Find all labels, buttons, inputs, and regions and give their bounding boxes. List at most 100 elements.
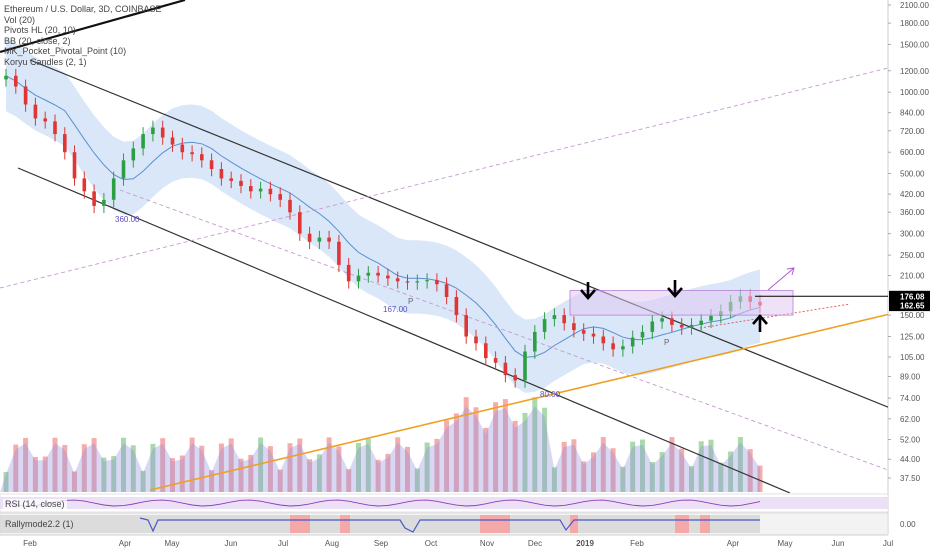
volume-bar	[698, 441, 704, 492]
up-arrow-icon	[752, 314, 768, 332]
volume-bar	[140, 470, 146, 492]
volume-bar	[150, 443, 156, 492]
y-tick-label: 2100.00	[900, 1, 929, 10]
price-axis[interactable]: 2100.00 1800.00 1500.00 1200.00 1000.00 840.0…	[888, 1, 930, 529]
volume-bar	[375, 459, 381, 492]
volume-bar	[52, 437, 58, 492]
time-axis-bg	[0, 535, 932, 550]
x-tick-label: May	[777, 539, 792, 548]
candle-body	[23, 86, 28, 105]
candle-body	[151, 127, 155, 135]
volume-bar	[130, 445, 136, 492]
volume-bar	[395, 437, 401, 492]
y-tick-label: 105.00	[900, 353, 925, 362]
candle-body	[699, 320, 703, 325]
candle-body	[562, 315, 566, 324]
volume-bar	[444, 420, 450, 492]
rsi-line	[5, 499, 761, 507]
candle-body	[249, 186, 253, 192]
volume-bar	[640, 439, 645, 492]
price-tag	[889, 290, 930, 302]
volume-bar	[23, 437, 29, 492]
volume-bar	[121, 437, 126, 492]
candle-body	[180, 144, 185, 153]
x-tick-label: Jul	[883, 539, 893, 548]
candle-body	[376, 272, 380, 276]
y-tick-label: 840.00	[900, 109, 925, 118]
candle-body	[170, 137, 175, 145]
chart-legend: Ethereum / U.S. Dollar, 3D, COINBASE Vol…	[4, 4, 162, 68]
candle-body	[670, 318, 674, 325]
candle-body	[660, 318, 664, 322]
candle-body	[405, 281, 410, 283]
volume-bar	[356, 442, 361, 492]
volume-bar	[218, 443, 224, 492]
candle-body	[601, 336, 606, 344]
rally-bg	[0, 515, 760, 533]
volume-bar	[81, 444, 87, 492]
legend-item-vol[interactable]: Vol (20)	[4, 14, 36, 25]
volume-bar	[258, 437, 264, 492]
candle-body	[268, 188, 273, 195]
rally-tick-label: 0.00	[900, 520, 916, 529]
volume-bar	[170, 458, 175, 492]
volume-bar	[493, 402, 499, 492]
mid-dashed-line	[119, 189, 888, 471]
x-tick-label: Feb	[630, 539, 644, 548]
candle-body	[425, 280, 429, 282]
annotation-label: 360.00	[115, 215, 140, 224]
y-tick-label: 52.00	[900, 436, 921, 445]
candle-body	[611, 343, 615, 350]
volume-bar	[199, 445, 205, 492]
candle-body	[190, 152, 194, 155]
rsi-label[interactable]: RSI (14, close)	[3, 499, 67, 509]
candle-body	[709, 315, 713, 321]
candle-body	[337, 241, 341, 265]
annotations: 360.00 167.00 80.00 P P	[115, 215, 888, 399]
candle-body	[523, 351, 527, 381]
trend-lines	[0, 0, 888, 493]
x-tick-label: Apr	[727, 539, 740, 548]
volume-bar	[649, 462, 655, 492]
volume-bar	[228, 438, 234, 492]
channel-upper-line	[29, 59, 888, 408]
time-axis[interactable]: Feb Apr May Jun Jul Aug Sep Oct Nov Dec 2019 Feb Apr…	[0, 534, 932, 550]
legend-item-pivots[interactable]: Pivots HL (20, 10)	[4, 25, 76, 36]
volume-bar	[591, 452, 596, 492]
y-tick-label: 125.00	[900, 333, 925, 342]
legend-item-bb[interactable]: BB (20, close, 2)	[4, 35, 71, 46]
annotation-label: 167.00	[383, 305, 408, 314]
volume-bar	[91, 438, 97, 492]
top-trend-line	[0, 0, 186, 54]
volume-bar	[297, 438, 303, 492]
volume-bar	[463, 397, 469, 492]
volume-bar	[532, 397, 538, 492]
candle-body	[121, 160, 126, 179]
y-tick-label: 1000.00	[900, 88, 929, 97]
rally-label[interactable]: Rallymode2.2 (1)	[3, 519, 76, 529]
volume-bar	[307, 459, 313, 492]
x-tick-label: Oct	[425, 539, 438, 548]
candle-body	[689, 324, 694, 328]
candle-body	[454, 297, 459, 316]
volume-bar	[62, 445, 68, 492]
candle-body	[160, 127, 165, 138]
candle-body	[621, 346, 625, 350]
candle-body	[298, 212, 302, 234]
volume-ma-area	[0, 406, 760, 492]
candle-body	[43, 118, 47, 122]
volume-bar	[346, 469, 352, 492]
x-tick-label: Aug	[325, 539, 339, 548]
legend-item-koryu[interactable]: Koryu Candles (2, 1)	[4, 56, 87, 67]
volume-bar	[522, 412, 528, 492]
legend-item-pocket-pivot[interactable]: MK_Pocket_Pivotal_Point (10)	[4, 46, 127, 57]
volume-bar	[542, 407, 548, 492]
candle-body	[33, 104, 38, 119]
volume-bar	[630, 441, 636, 492]
volume-bar	[42, 456, 48, 492]
rally-highlight	[570, 515, 578, 533]
y-tick-label: 74.00	[900, 394, 921, 403]
volume-bar	[326, 437, 332, 492]
candle-body	[53, 121, 57, 135]
